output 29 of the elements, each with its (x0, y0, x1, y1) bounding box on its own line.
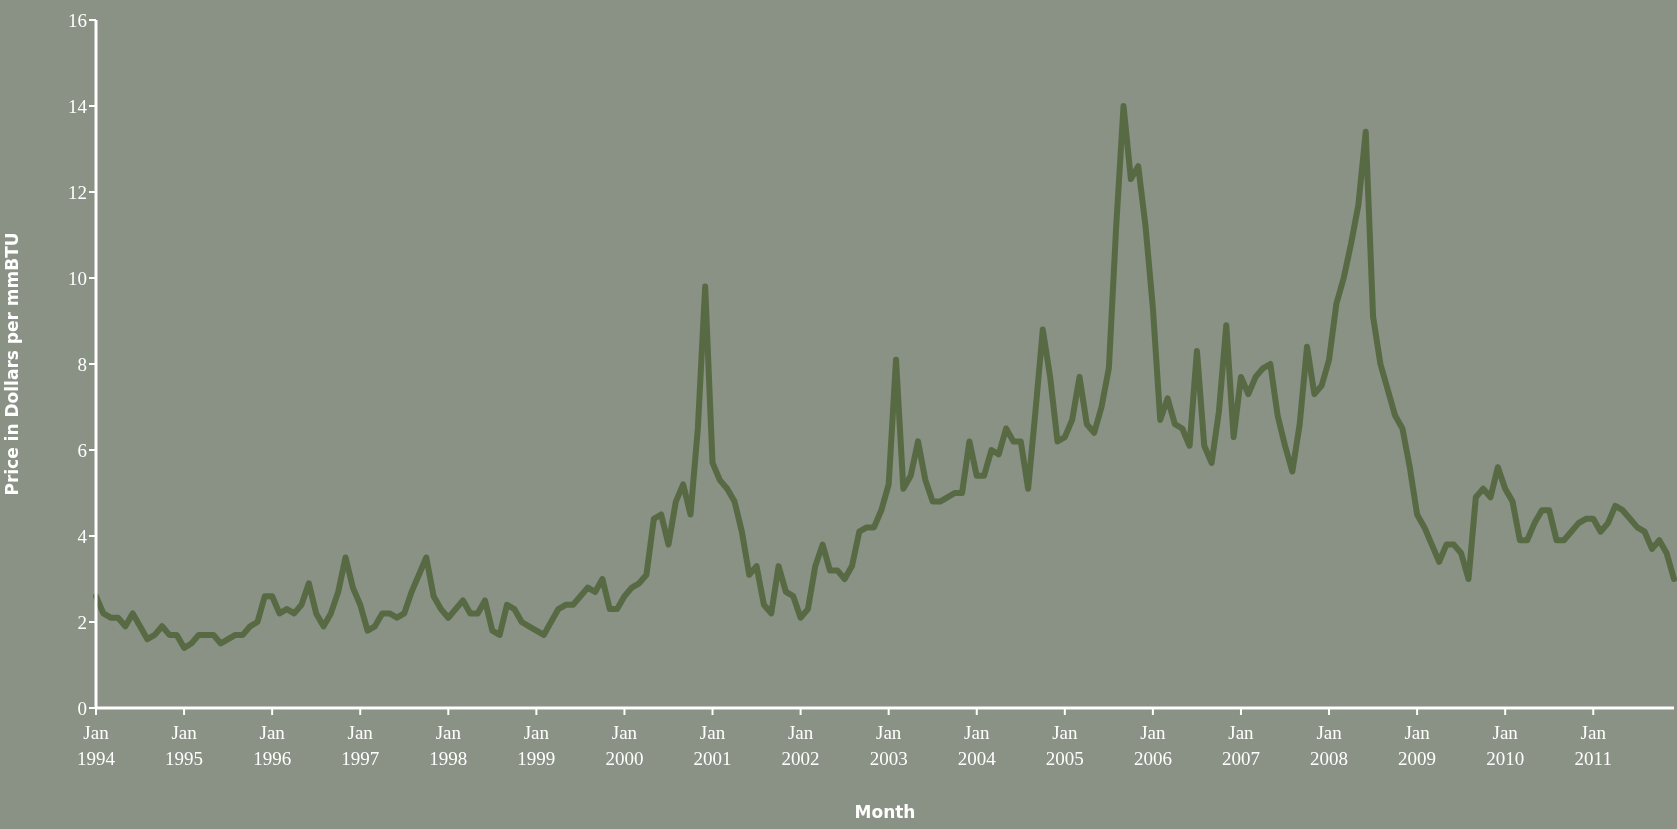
x-tick-label: Jan 1999 (517, 722, 556, 769)
y-tick-label: 10 (68, 267, 87, 289)
y-tick-label: 6 (77, 439, 87, 461)
x-tick-label: Jan 2009 (1398, 722, 1437, 769)
x-tick-label: Jan 2011 (1574, 722, 1612, 769)
x-tick-label: Jan 2005 (1045, 722, 1084, 769)
y-tick-label: 12 (68, 181, 87, 203)
x-tick-label: Jan 1998 (429, 722, 468, 769)
x-tick-label: Jan 2001 (693, 722, 732, 769)
y-tick-label: 2 (77, 611, 87, 633)
x-axis-title: Month (854, 802, 916, 822)
y-tick-label: 16 (68, 9, 87, 31)
y-tick-label: 0 (77, 697, 87, 719)
x-tick-label: Jan 2008 (1310, 722, 1349, 769)
x-tick-label: Jan 2006 (1133, 722, 1172, 769)
x-tick-label: Jan 2002 (781, 722, 820, 769)
x-tick-label: Jan 1996 (253, 722, 292, 769)
x-tick-label: Jan 1994 (77, 722, 116, 769)
y-tick-label: 8 (77, 353, 87, 375)
x-tick-label: Jan 2000 (605, 722, 644, 769)
y-axis-title: Price in Dollars per mmBTU (2, 232, 23, 496)
x-tick-label: Jan 2003 (869, 722, 908, 769)
x-tick-label: Jan 1995 (165, 722, 204, 769)
x-tick-label: Jan 1997 (341, 722, 380, 769)
y-tick-label: 4 (77, 525, 88, 547)
y-tick-label: 14 (68, 95, 88, 117)
x-tick-label: Jan 2007 (1221, 722, 1260, 769)
x-tick-label: Jan 2010 (1486, 722, 1525, 769)
x-tick-label: Jan 2004 (957, 722, 997, 769)
